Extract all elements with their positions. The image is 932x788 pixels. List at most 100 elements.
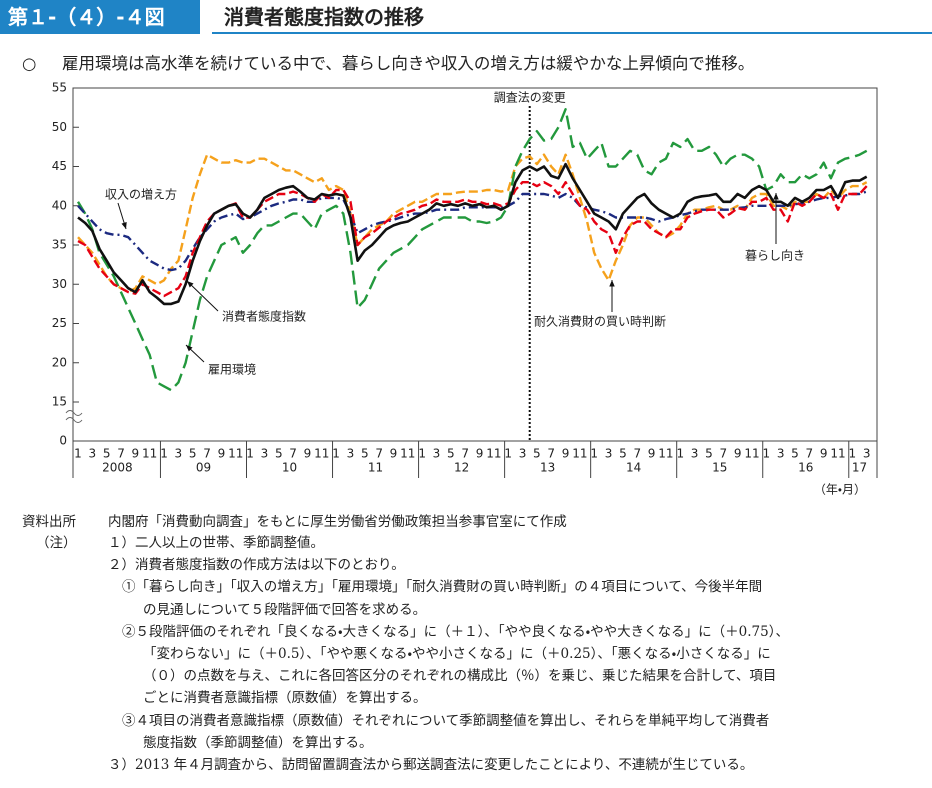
x-tick-label: 1 bbox=[332, 447, 340, 461]
series-line bbox=[76, 108, 868, 392]
y-tick-label: 30 bbox=[52, 277, 67, 291]
arrow-head bbox=[187, 281, 194, 288]
x-tick-label: 7 bbox=[633, 447, 641, 461]
note-line: ごとに消費者意識指標（原数値）を算出する。 bbox=[143, 690, 427, 707]
x-tick-label: 7 bbox=[806, 447, 814, 461]
x-group-label: 13 bbox=[540, 461, 555, 475]
plot-frame bbox=[72, 87, 878, 442]
note-line: ３）2013 年４月調査から、訪問留置調査法から郵送調査法に変更したことにより、… bbox=[108, 757, 754, 773]
series-label: 暮らし向き bbox=[745, 248, 805, 263]
x-tick-label: 5 bbox=[619, 447, 627, 461]
x-tick-label: 7 bbox=[289, 447, 297, 461]
x-tick-label: 1 bbox=[246, 447, 254, 461]
x-tick-label: 9 bbox=[390, 447, 398, 461]
subtitle-row: ○ 雇用環境は高水準を続けている中で、暮らし向きや収入の増え方は緩やかな上昇傾向で… bbox=[22, 50, 754, 74]
y-tick-label: 55 bbox=[52, 81, 67, 95]
y-tick-label: 20 bbox=[52, 355, 67, 369]
x-tick-label: 5 bbox=[361, 447, 369, 461]
x-group-label: 16 bbox=[798, 461, 813, 475]
series-line bbox=[77, 162, 868, 306]
x-tick-label: 11 bbox=[314, 447, 329, 461]
x-tick-label: 7 bbox=[203, 447, 211, 461]
x-group-label: 11 bbox=[368, 461, 383, 475]
series-line bbox=[77, 181, 868, 298]
x-tick-label: 3 bbox=[863, 447, 871, 461]
x-tick-label: 11 bbox=[744, 447, 759, 461]
arrow-head bbox=[773, 193, 779, 200]
figure-number: 第１-（４）-４図 bbox=[0, 0, 200, 34]
y-tick-label: 0 bbox=[59, 434, 67, 448]
axis-break-mark bbox=[65, 410, 83, 423]
x-tick-label: 5 bbox=[275, 447, 283, 461]
x-tick-label: 9 bbox=[132, 447, 140, 461]
x-tick-label: 1 bbox=[504, 447, 512, 461]
x-tick-label: 9 bbox=[734, 447, 742, 461]
figure-title: 消費者態度指数の推移 bbox=[212, 0, 932, 34]
x-tick-label: 9 bbox=[820, 447, 828, 461]
x-tick-label: 7 bbox=[547, 447, 555, 461]
x-tick-label: 9 bbox=[648, 447, 656, 461]
subtitle: 雇用環境は高水準を続けている中で、暮らし向きや収入の増え方は緩やかな上昇傾向で推… bbox=[62, 54, 755, 73]
y-tick-label: 35 bbox=[52, 238, 67, 252]
y-tick-label: 40 bbox=[52, 198, 67, 212]
arrow-head bbox=[186, 345, 193, 352]
source-text: 内閣府「消費動向調査」をもとに厚生労働省労働政策担当参事官室にて作成 bbox=[108, 514, 567, 530]
x-tick-label: 7 bbox=[719, 447, 727, 461]
x-unit: （年・月） bbox=[814, 483, 866, 497]
x-tick-label: 7 bbox=[461, 447, 469, 461]
label-arrow bbox=[186, 280, 219, 312]
arrow-head bbox=[121, 222, 127, 229]
x-group-label: 15 bbox=[712, 461, 727, 475]
note-line: ②５段階評価のそれぞれ「良くなる・大きくなる」に（＋１）、「やや良くなる・やや大… bbox=[122, 623, 789, 640]
x-tick-label: 5 bbox=[103, 447, 111, 461]
x-tick-label: 11 bbox=[228, 447, 243, 461]
x-tick-label: 1 bbox=[762, 447, 770, 461]
x-tick-label: 3 bbox=[433, 447, 441, 461]
note-line: の見通しについて５段階評価で回答を求める。 bbox=[143, 601, 427, 618]
x-group-label: 12 bbox=[454, 461, 469, 475]
x-tick-label: 11 bbox=[142, 447, 157, 461]
annotation: 調査法の変更 bbox=[494, 90, 566, 105]
x-tick-label: 1 bbox=[676, 447, 684, 461]
x-tick-label: 9 bbox=[304, 447, 312, 461]
series-label: 耐久消費財の買い時判断 bbox=[534, 314, 666, 329]
x-tick-label: 11 bbox=[572, 447, 587, 461]
x-tick-label: 1 bbox=[74, 447, 82, 461]
x-tick-label: 7 bbox=[117, 447, 125, 461]
x-tick-label: 3 bbox=[347, 447, 355, 461]
x-tick-label: 11 bbox=[830, 447, 845, 461]
x-tick-label: 3 bbox=[261, 447, 269, 461]
x-tick-label: 3 bbox=[691, 447, 699, 461]
x-tick-label: 3 bbox=[777, 447, 785, 461]
x-tick-label: 9 bbox=[476, 447, 484, 461]
series-label: 消費者態度指数 bbox=[222, 309, 306, 324]
note-line: ２）消費者態度指数の作成方法は以下のとおり。 bbox=[108, 557, 405, 574]
y-tick-label: 25 bbox=[52, 316, 67, 330]
x-tick-label: 11 bbox=[400, 447, 415, 461]
note-line: 「変わらない」に（＋0.5）、「やや悪くなる・やや小さくなる」に（＋0.25）、… bbox=[143, 646, 771, 662]
x-tick-label: 9 bbox=[218, 447, 226, 461]
arrow-head bbox=[609, 280, 615, 287]
x-tick-label: 1 bbox=[418, 447, 426, 461]
x-tick-label: 5 bbox=[705, 447, 713, 461]
x-tick-label: 5 bbox=[533, 447, 541, 461]
x-tick-label: 9 bbox=[562, 447, 570, 461]
x-tick-label: 3 bbox=[605, 447, 613, 461]
x-tick-label: 3 bbox=[519, 447, 527, 461]
x-group-label: 09 bbox=[196, 461, 211, 475]
x-tick-label: 11 bbox=[486, 447, 501, 461]
x-group-label: 14 bbox=[626, 461, 641, 475]
note-line: １）二人以上の世帯、季節調整値。 bbox=[108, 535, 324, 551]
header-gap bbox=[200, 0, 212, 36]
x-tick-label: 5 bbox=[447, 447, 455, 461]
x-tick-label: 1 bbox=[160, 447, 168, 461]
x-group-label: 17 bbox=[852, 461, 867, 475]
x-group-label: 10 bbox=[282, 461, 297, 475]
x-tick-label: 3 bbox=[89, 447, 97, 461]
x-tick-label: 5 bbox=[189, 447, 197, 461]
y-tick-label: 50 bbox=[52, 120, 67, 134]
series-label: 雇用環境 bbox=[208, 363, 256, 377]
x-tick-label: 11 bbox=[658, 447, 673, 461]
